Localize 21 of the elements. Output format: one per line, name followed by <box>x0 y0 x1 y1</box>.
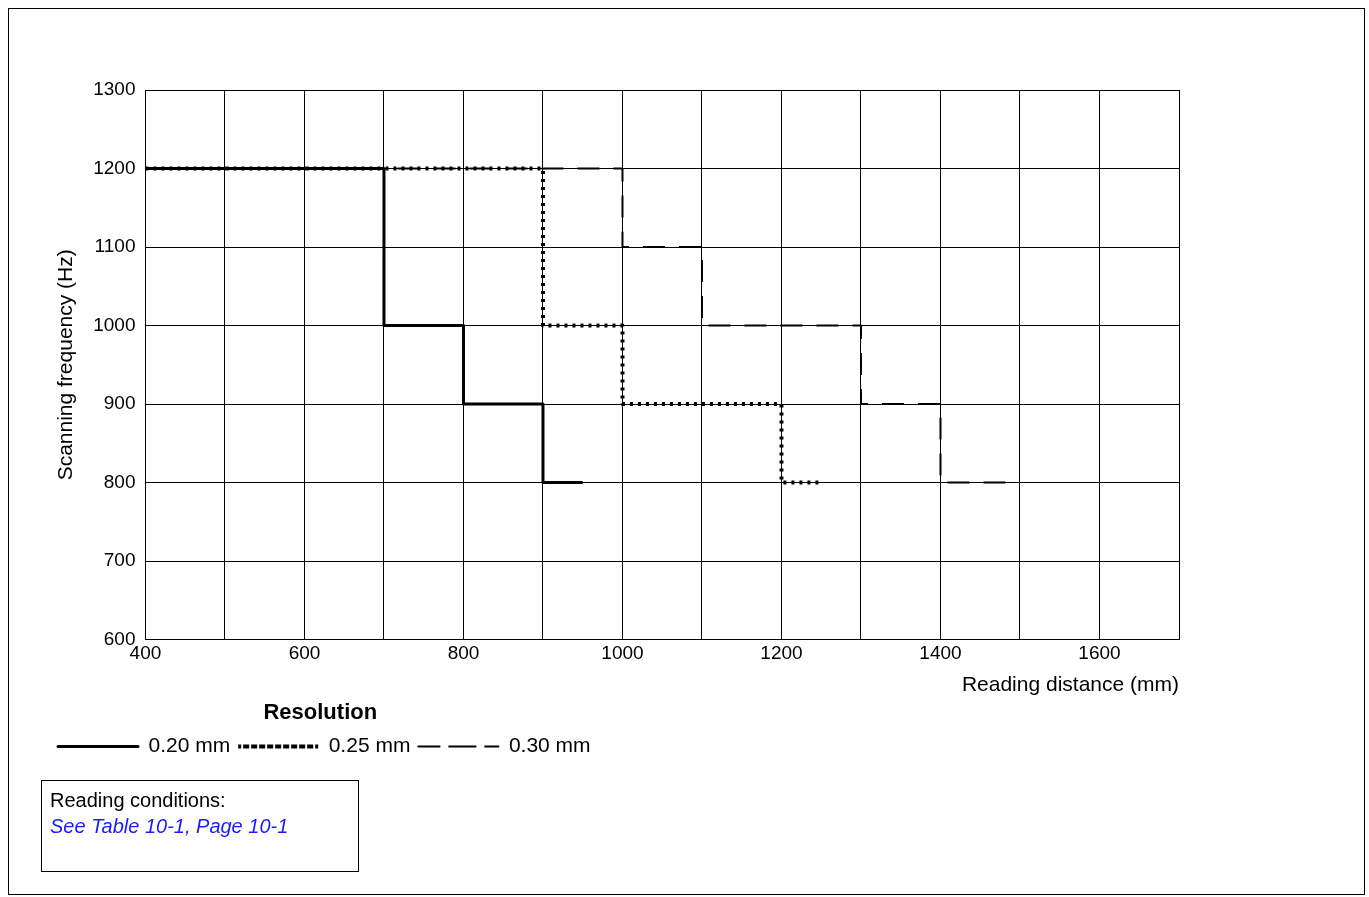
text: See Table 10-1, Page 10-1 <box>50 814 290 839</box>
legend-label: 0.30 mm <box>508 733 591 757</box>
y-tick-label: 900 <box>103 392 136 414</box>
legend-label: 0.20 mm <box>148 733 231 757</box>
legend-label: 0.25 mm <box>328 733 411 757</box>
x-tick-label: 1600 <box>1078 642 1121 664</box>
text: Reading conditions: <box>50 788 227 813</box>
x-tick-label: 1000 <box>601 642 644 664</box>
x-tick-label: 800 <box>447 642 480 664</box>
x-tick-label: 600 <box>288 642 321 664</box>
y-tick-label: 1300 <box>93 78 136 100</box>
y-tick-label: 1200 <box>93 156 136 178</box>
x-tick-label: 1200 <box>760 642 803 664</box>
y-tick-label: 800 <box>103 470 136 492</box>
y-axis-title: Scanning frequency (Hz) <box>53 249 77 481</box>
x-axis-title: Reading distance (mm) <box>961 671 1179 695</box>
y-tick-label: 700 <box>103 549 136 571</box>
x-tick-label: 1400 <box>919 642 962 664</box>
legend-title: Resolution <box>263 698 378 724</box>
y-tick-label: 1100 <box>94 235 136 257</box>
y-tick-label: 1000 <box>93 313 136 335</box>
